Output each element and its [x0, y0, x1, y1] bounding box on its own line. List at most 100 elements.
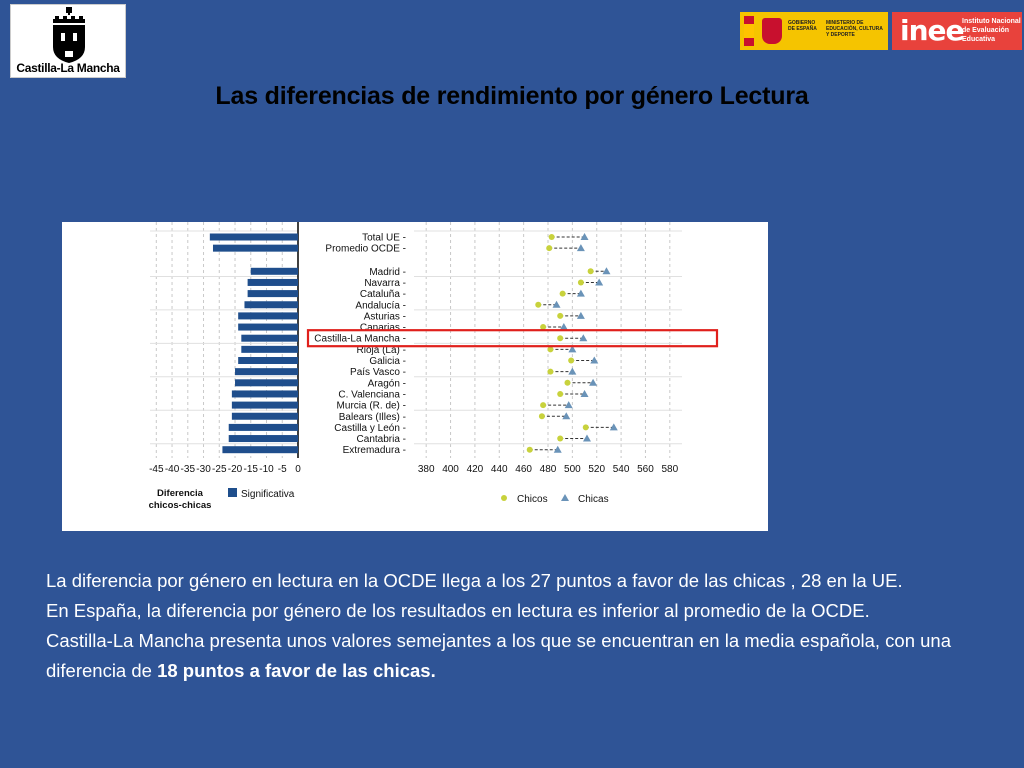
- left-tick-label: -10: [259, 464, 274, 475]
- left-tick-label: -25: [212, 464, 227, 475]
- legend-chicos-marker: [501, 495, 507, 501]
- bar-9: [241, 345, 298, 353]
- paragraph-spain: En España, la diferencia por género de l…: [46, 600, 870, 621]
- chicas-point-14: [564, 401, 573, 409]
- institution-logos: GOBIERNO DE ESPAÑA MINISTERIO DE EDUCACI…: [740, 12, 1022, 50]
- left-tick-label: -5: [278, 464, 287, 475]
- paragraph-oecd: La diferencia por género en lectura en l…: [46, 570, 903, 591]
- legend-chicos-label: Chicos: [517, 494, 548, 505]
- left-tick-label: -35: [181, 464, 196, 475]
- bar-7: [238, 323, 298, 331]
- region-label-2: Madrid -: [369, 267, 406, 278]
- chicas-point-16: [609, 423, 618, 431]
- chicas-point-1: [576, 244, 585, 252]
- chicas-point-13: [580, 389, 589, 397]
- region-label-16: Castilla y León -: [334, 423, 406, 434]
- chicas-point-2: [602, 267, 611, 275]
- right-tick-label: 380: [418, 464, 435, 475]
- chicos-point-11: [547, 368, 554, 375]
- logo-left-text: Castilla-La Mancha: [16, 61, 120, 75]
- gov-text-2: MINISTERIO DE EDUCACIÓN, CULTURA Y DEPOR…: [826, 20, 883, 38]
- chicas-point-5: [552, 300, 561, 308]
- left-tick-label: -15: [244, 464, 259, 475]
- right-tick-label: 420: [467, 464, 484, 475]
- chicos-point-1: [546, 245, 553, 252]
- region-label-10: Galicia -: [369, 356, 406, 367]
- castle-crest-icon: [53, 7, 85, 63]
- region-label-14: Murcia (R. de) -: [337, 401, 406, 412]
- chicas-point-6: [576, 311, 585, 319]
- left-tick-label: -45: [149, 464, 164, 475]
- bar-10: [238, 357, 298, 364]
- flag-stripe-icon: [744, 24, 754, 38]
- chicos-point-7: [540, 324, 547, 331]
- inee-mark: inee: [900, 14, 965, 47]
- inee-description: Instituto Nacional de Evaluación Educati…: [962, 17, 1021, 44]
- right-tick-label: 480: [540, 464, 557, 475]
- reading-gender-chart: Total UE - Promedio OCDE - Madrid - Navarra…: [62, 222, 768, 531]
- chicas-point-7: [559, 323, 568, 331]
- bar-3: [247, 278, 298, 286]
- paragraph-clm: Castilla-La Mancha presenta unos valores…: [46, 626, 1016, 686]
- region-label-8: Castilla-La Mancha -: [314, 334, 406, 345]
- chicos-point-8: [557, 335, 564, 342]
- paragraph-clm-highlight: 18 puntos a favor de las chicas.: [157, 660, 436, 681]
- legend-chicas-marker: [561, 494, 569, 501]
- region-label-3: Navarra -: [364, 278, 406, 289]
- inee-logo: inee Instituto Nacional de Evaluación Ed…: [892, 12, 1022, 50]
- region-label-15: Balears (Illes) -: [339, 412, 406, 423]
- bar-8: [241, 334, 298, 342]
- inee-desc-line-3: Educativa: [962, 36, 996, 43]
- chicas-point-0: [580, 233, 589, 240]
- right-tick-label: 500: [564, 464, 581, 475]
- inee-desc-line-2: de Evaluación: [962, 27, 1010, 34]
- chicas-point-4: [576, 289, 585, 297]
- right-tick-label: 400: [442, 464, 459, 475]
- right-tick-label: 560: [637, 464, 654, 475]
- bar-2: [250, 267, 298, 275]
- region-label-17: Cantabria -: [357, 434, 406, 445]
- legend-significativa-swatch: [228, 488, 237, 497]
- bar-17: [228, 435, 298, 443]
- bar-12: [235, 379, 298, 387]
- region-label-6: Asturias -: [364, 311, 406, 322]
- chart-svg: Total UE -Promedio OCDE - Madrid -Navarra…: [149, 222, 719, 511]
- chicas-point-18: [553, 445, 562, 453]
- bar-5: [244, 301, 298, 309]
- left-xlabel-line-2: chicos-chicas: [149, 500, 212, 511]
- region-label-1: Promedio OCDE -: [325, 244, 406, 255]
- chicos-point-14: [540, 402, 547, 409]
- chicas-point-11: [568, 367, 577, 375]
- bar-1: [212, 244, 298, 252]
- region-label-18: Extremadura -: [343, 445, 406, 456]
- chicos-point-13: [557, 390, 564, 397]
- chicos-point-0: [548, 234, 555, 240]
- region-label-5: Andalucía -: [355, 300, 406, 311]
- right-tick-label: 440: [491, 464, 508, 475]
- chicas-point-10: [590, 356, 599, 364]
- bar-18: [222, 446, 298, 454]
- left-xlabel-line-1: Diferencia: [157, 488, 204, 499]
- bar-6: [238, 312, 298, 320]
- chicos-point-10: [568, 357, 575, 364]
- paragraph-clm-text: Castilla-La Mancha presenta unos valores…: [46, 630, 952, 681]
- bar-13: [231, 390, 298, 398]
- chicos-point-17: [557, 435, 564, 442]
- region-label-7: Canarias -: [360, 323, 406, 334]
- chicos-point-12: [564, 379, 571, 386]
- coat-of-arms-icon: [762, 18, 782, 44]
- right-tick-label: 540: [613, 464, 630, 475]
- chicos-point-16: [582, 424, 589, 431]
- bar-11: [235, 368, 298, 376]
- chicos-point-9: [547, 346, 554, 353]
- chicas-point-12: [589, 378, 598, 386]
- left-tick-label: -20: [228, 464, 243, 475]
- left-tick-label: 0: [295, 464, 301, 475]
- bar-16: [228, 423, 298, 431]
- right-tick-label: 460: [515, 464, 532, 475]
- region-label-13: C. Valenciana -: [338, 389, 406, 400]
- left-tick-label: -30: [196, 464, 211, 475]
- bar-14: [231, 401, 298, 409]
- chicos-point-3: [577, 279, 584, 286]
- region-label-12: Aragón -: [368, 378, 406, 389]
